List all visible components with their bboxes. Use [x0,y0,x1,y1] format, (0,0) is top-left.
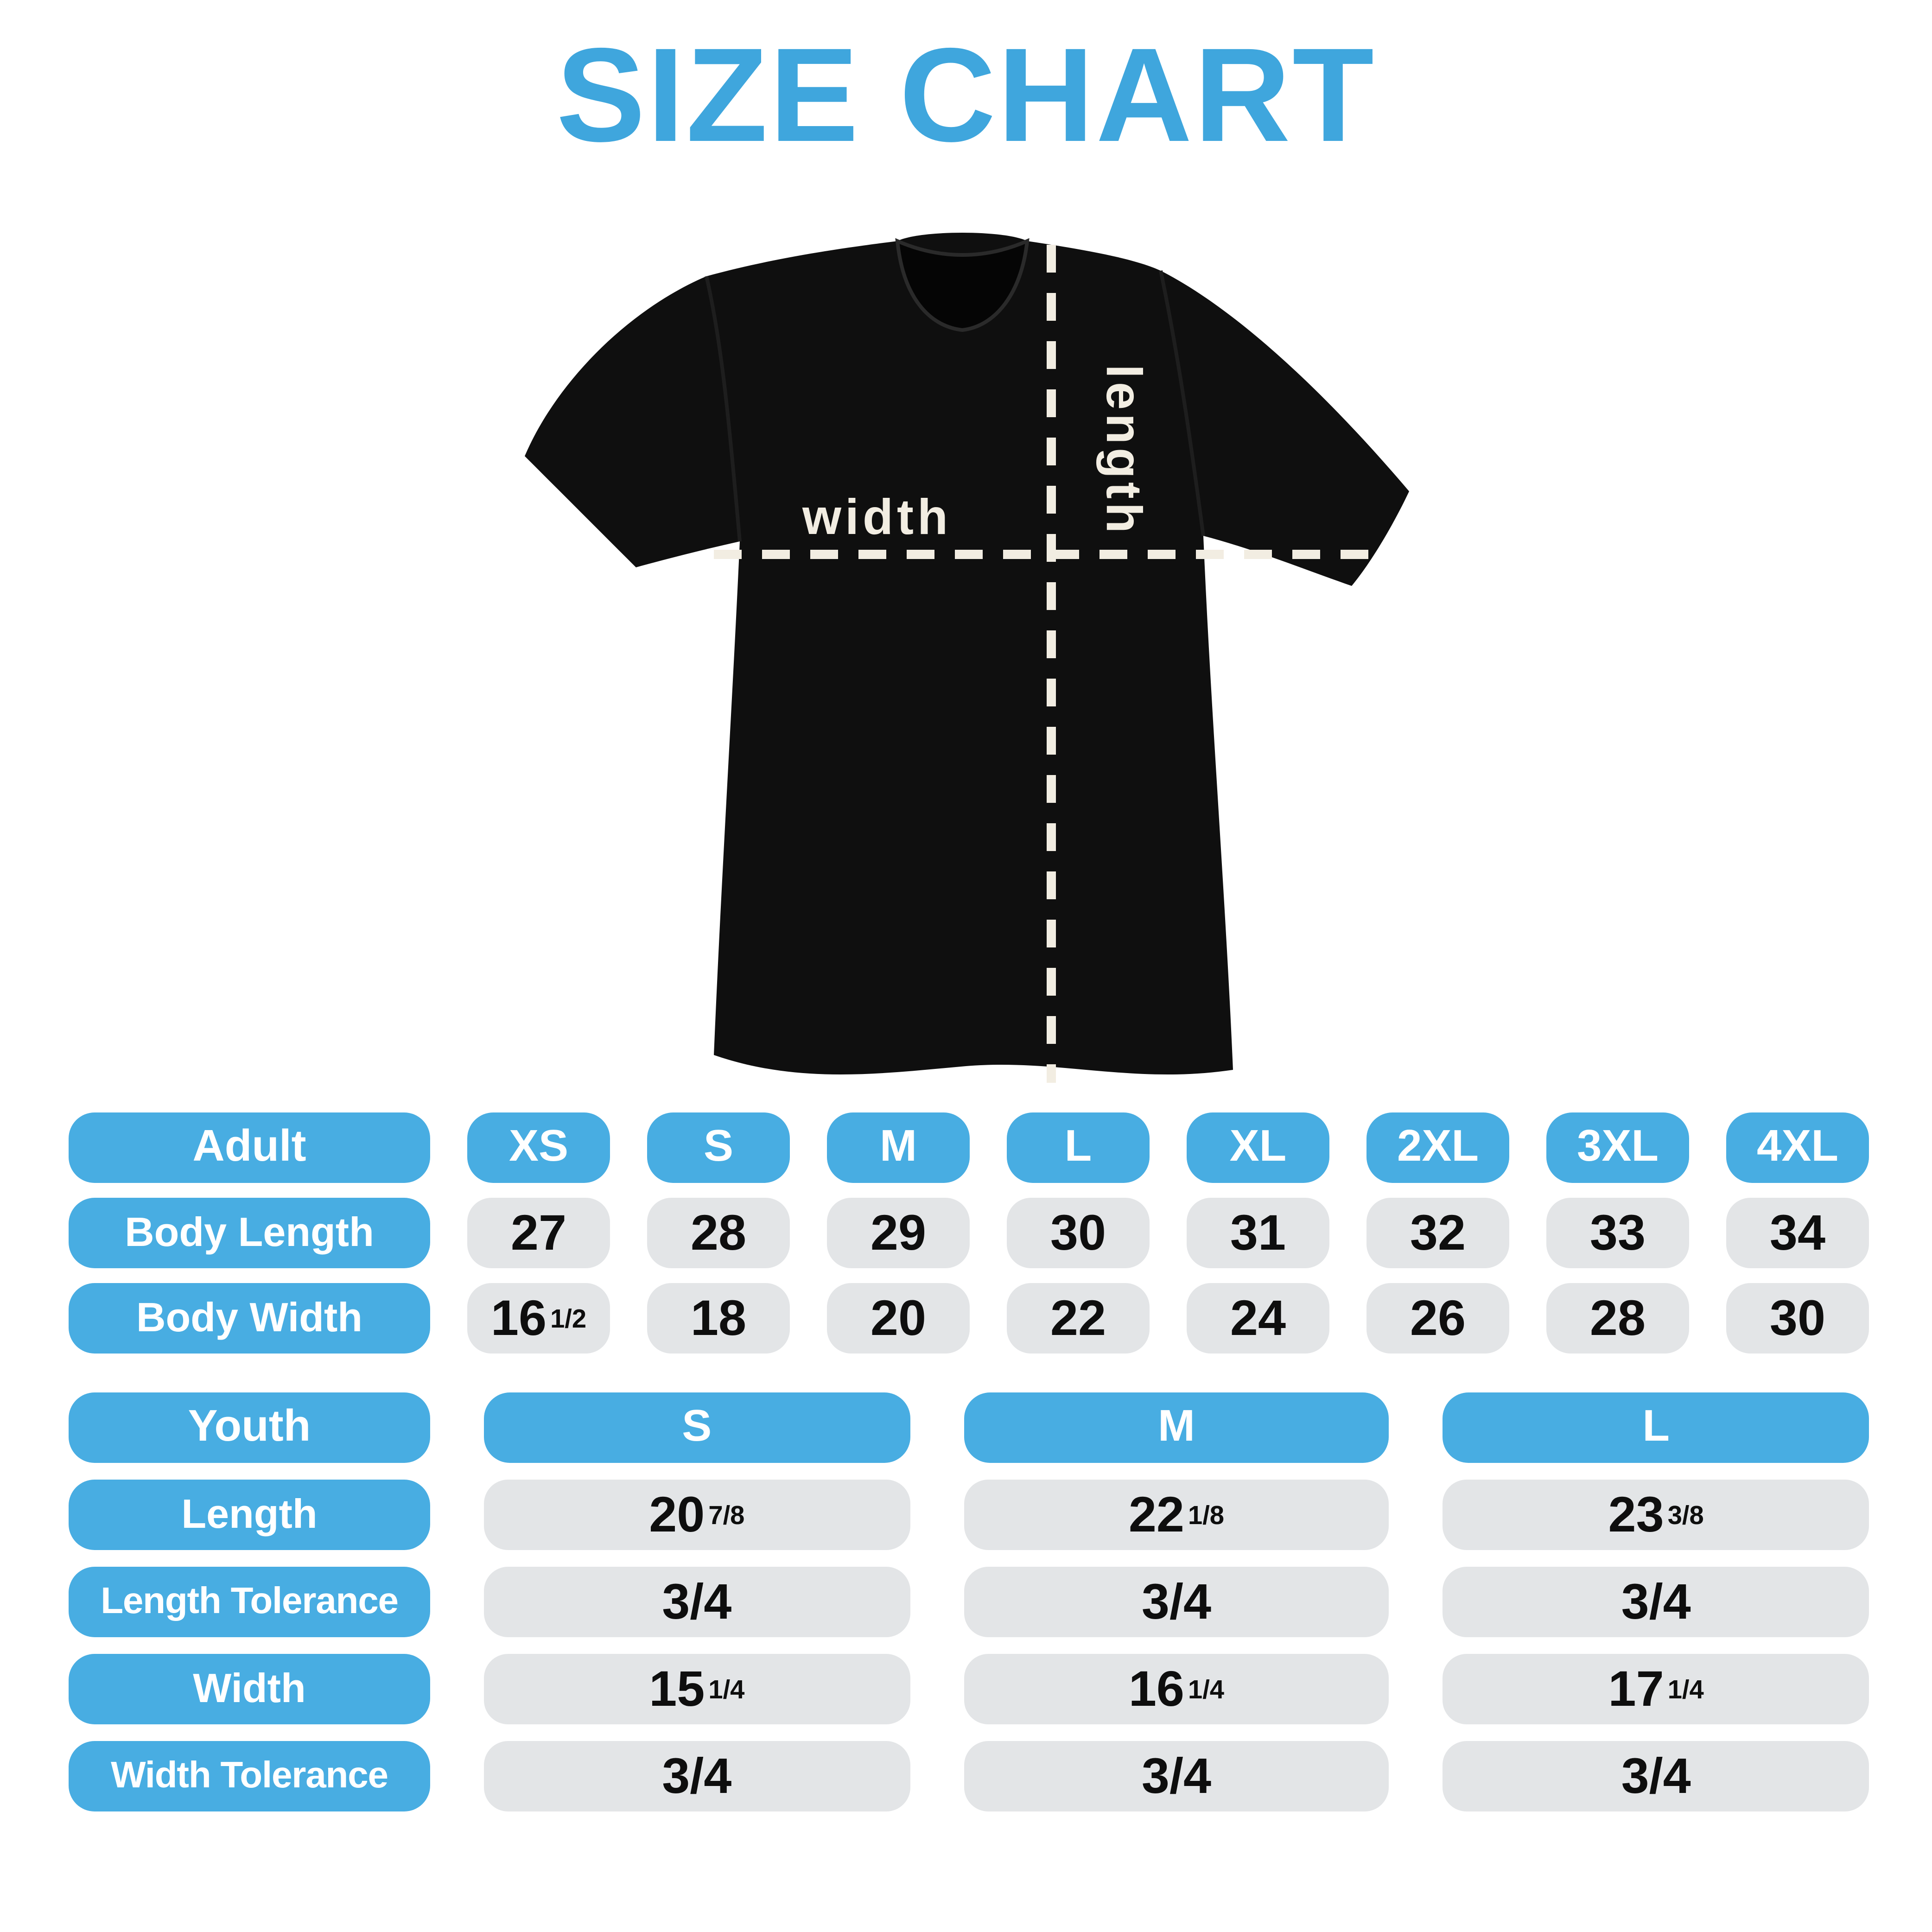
body-width-xs: 16 1/2 [467,1283,610,1354]
youth-size-table: Youth S M L Length 20 7/8 22 1/8 23 3/8 Len… [69,1392,1869,1811]
body-width-3xl: 28 [1546,1283,1689,1354]
body-width-l: 22 [1007,1283,1150,1354]
youth-width-m: 16 1/4 [963,1654,1390,1724]
tshirt-diagram: width length [521,230,1409,1094]
row-label-width: Width [69,1654,430,1724]
youth-width-tolerance-m: 3/4 [963,1741,1390,1811]
body-width-2xl: 26 [1366,1283,1509,1354]
body-length-2xl: 32 [1366,1198,1509,1268]
youth-size-m: M [963,1392,1390,1463]
tshirt-left-seam [705,276,742,542]
body-length-4xl: 34 [1726,1198,1869,1268]
width-label: width [802,489,952,545]
youth-length-m: 22 1/8 [963,1480,1390,1550]
tshirt-collar [895,238,1030,332]
youth-length-l: 23 3/8 [1443,1480,1869,1550]
body-length-3xl: 33 [1546,1198,1689,1268]
tshirt-illustration: width length [525,233,1409,1083]
body-width-4xl: 30 [1726,1283,1869,1354]
body-length-xl: 31 [1187,1198,1329,1268]
body-width-s: 18 [647,1283,790,1354]
tshirt-body [525,233,1409,1075]
youth-length-s: 20 7/8 [484,1480,910,1550]
youth-length-tolerance-l: 3/4 [1443,1567,1869,1637]
adult-size-l: L [1007,1112,1150,1183]
body-length-xs: 27 [467,1198,610,1268]
youth-width-tolerance-l: 3/4 [1443,1741,1869,1811]
youth-width-s: 15 1/4 [484,1654,910,1724]
row-label-length: Length [69,1480,430,1550]
youth-width-l: 17 1/4 [1443,1654,1869,1724]
adult-size-xl: XL [1187,1112,1329,1183]
length-label: length [1096,364,1152,537]
youth-length-tolerance-m: 3/4 [963,1567,1390,1637]
row-label-width-tolerance: Width Tolerance [69,1741,430,1811]
body-width-xl: 24 [1187,1283,1329,1354]
youth-length-tolerance-s: 3/4 [484,1567,910,1637]
adult-size-m: M [827,1112,970,1183]
body-width-m: 20 [827,1283,970,1354]
row-label-body-length: Body Length [69,1198,430,1268]
body-length-m: 29 [827,1198,970,1268]
tshirt-right-seam [1159,270,1205,536]
adult-size-2xl: 2XL [1366,1112,1509,1183]
youth-header-corner: Youth [69,1392,430,1463]
body-length-l: 30 [1007,1198,1150,1268]
adult-size-s: S [647,1112,790,1183]
youth-width-tolerance-s: 3/4 [484,1741,910,1811]
adult-header-corner: Adult [69,1112,430,1183]
youth-size-l: L [1443,1392,1869,1463]
adult-size-3xl: 3XL [1546,1112,1689,1183]
row-label-body-width: Body Width [69,1283,430,1354]
row-label-length-tolerance: Length Tolerance [69,1567,430,1637]
page-title: SIZE CHART [556,22,1376,171]
adult-size-table: Adult XS S M L XL 2XL 3XL 4XL Body Lengt… [69,1112,1869,1354]
body-length-s: 28 [647,1198,790,1268]
adult-size-4xl: 4XL [1726,1112,1869,1183]
adult-size-xs: XS [467,1112,610,1183]
youth-size-s: S [484,1392,910,1463]
